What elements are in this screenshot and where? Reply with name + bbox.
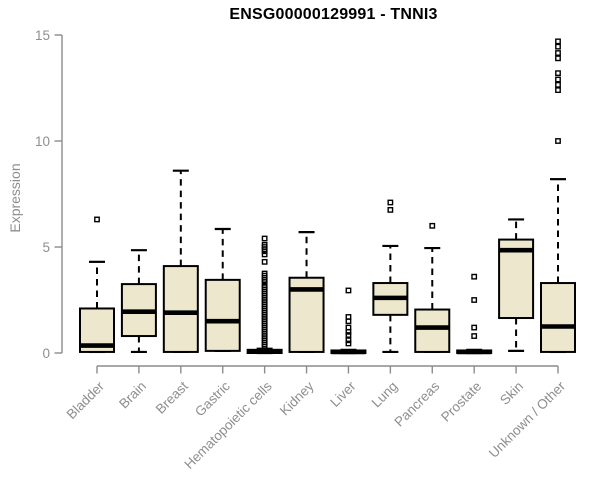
outlier-point bbox=[345, 340, 352, 347]
outlier-point bbox=[261, 235, 268, 242]
outlier-point bbox=[471, 324, 478, 331]
y-tick-label: 15 bbox=[35, 28, 50, 43]
boxplot-lung bbox=[372, 199, 409, 354]
outlier-point bbox=[345, 337, 352, 344]
x-tick-label: Unknown / Other bbox=[486, 378, 569, 461]
boxplot-prostate bbox=[456, 273, 493, 355]
y-tick-label: 0 bbox=[42, 346, 50, 361]
x-tick-label: Brain bbox=[116, 379, 149, 412]
boxplot-gastric bbox=[204, 227, 241, 352]
boxplot-kidney bbox=[288, 231, 325, 354]
iqr-box bbox=[162, 265, 199, 353]
x-tick-label: Breast bbox=[153, 378, 191, 416]
outlier-point bbox=[555, 50, 561, 56]
outlier-point bbox=[345, 332, 352, 338]
x-tick-label: Prostate bbox=[438, 379, 484, 425]
iqr-box bbox=[540, 282, 576, 353]
x-tick-label: Liver bbox=[327, 378, 359, 410]
boxplot-brain bbox=[120, 249, 157, 354]
chart-title: ENSG00000129991 - TNNI3 bbox=[229, 6, 438, 23]
outlier-point bbox=[555, 138, 561, 144]
boxplot-unknown-other bbox=[540, 38, 576, 354]
boxplot-breast bbox=[162, 169, 199, 354]
outlier-point bbox=[555, 55, 561, 62]
outlier-point bbox=[345, 318, 352, 325]
x-tick-label: Skin bbox=[497, 379, 526, 408]
boxplot-pancreas bbox=[414, 222, 451, 354]
outlier-point bbox=[555, 70, 561, 77]
outlier-point bbox=[261, 258, 268, 265]
outlier-point bbox=[471, 333, 478, 339]
outlier-point bbox=[471, 297, 478, 303]
outlier-point bbox=[345, 328, 352, 335]
boxplot-hematopoietic-cells bbox=[246, 235, 283, 355]
outlier-point bbox=[94, 216, 100, 223]
iqr-box bbox=[498, 238, 535, 320]
iqr-box bbox=[204, 278, 241, 352]
x-tick-label: Lung bbox=[369, 379, 401, 411]
x-tick-label: Gastric bbox=[192, 378, 233, 419]
outlier-point bbox=[261, 251, 268, 258]
outlier-point bbox=[261, 279, 268, 285]
outlier-point bbox=[429, 222, 436, 229]
outlier-point bbox=[387, 206, 394, 213]
outlier-point bbox=[387, 199, 394, 206]
outlier-point bbox=[555, 38, 561, 45]
y-tick-label: 5 bbox=[42, 240, 50, 255]
outlier-point bbox=[345, 287, 352, 294]
y-axis: 0 5 10 15 bbox=[35, 28, 63, 361]
x-tick-label: Kidney bbox=[277, 378, 317, 418]
boxplot-skin bbox=[498, 218, 535, 352]
outlier-point bbox=[261, 343, 268, 350]
outlier-point bbox=[555, 87, 561, 94]
boxplot-liver bbox=[330, 287, 367, 355]
outlier-point bbox=[555, 76, 561, 83]
iqr-box bbox=[414, 308, 451, 353]
outlier-point bbox=[555, 81, 561, 88]
boxplot-bladder bbox=[79, 216, 115, 354]
outlier-point bbox=[471, 273, 478, 280]
outlier-point bbox=[261, 248, 268, 255]
x-tick-label: Bladder bbox=[64, 378, 108, 422]
y-tick-label: 10 bbox=[35, 134, 50, 149]
outlier-point bbox=[555, 43, 561, 50]
x-tick-label: Pancreas bbox=[391, 378, 442, 429]
